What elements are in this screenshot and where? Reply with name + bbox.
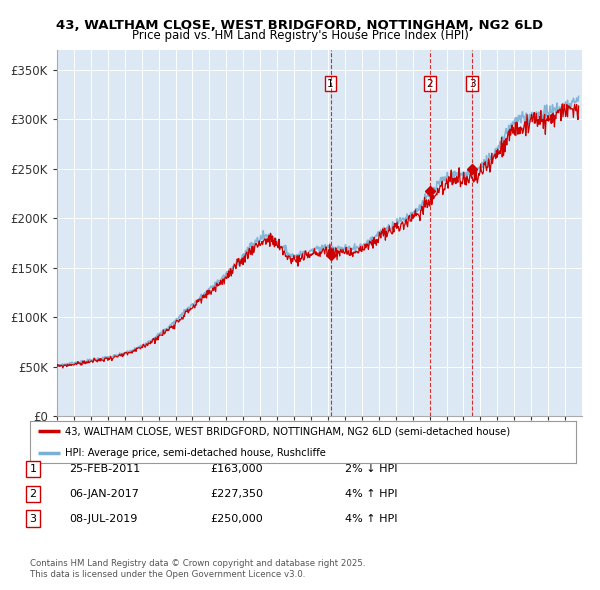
Text: 2: 2: [29, 489, 37, 499]
Text: 1: 1: [327, 78, 334, 88]
Text: 43, WALTHAM CLOSE, WEST BRIDGFORD, NOTTINGHAM, NG2 6LD (semi-detached house): 43, WALTHAM CLOSE, WEST BRIDGFORD, NOTTI…: [65, 427, 511, 436]
Text: 25-FEB-2011: 25-FEB-2011: [69, 464, 140, 474]
Text: HPI: Average price, semi-detached house, Rushcliffe: HPI: Average price, semi-detached house,…: [65, 448, 326, 457]
Text: 2% ↓ HPI: 2% ↓ HPI: [345, 464, 398, 474]
Text: £163,000: £163,000: [210, 464, 263, 474]
Text: Contains HM Land Registry data © Crown copyright and database right 2025.
This d: Contains HM Land Registry data © Crown c…: [30, 559, 365, 579]
Text: 3: 3: [29, 514, 37, 523]
Text: 4% ↑ HPI: 4% ↑ HPI: [345, 514, 398, 523]
Text: 4% ↑ HPI: 4% ↑ HPI: [345, 489, 398, 499]
Text: 43, WALTHAM CLOSE, WEST BRIDGFORD, NOTTINGHAM, NG2 6LD: 43, WALTHAM CLOSE, WEST BRIDGFORD, NOTTI…: [56, 19, 544, 32]
Text: 1: 1: [29, 464, 37, 474]
Text: 3: 3: [469, 78, 476, 88]
Text: 08-JUL-2019: 08-JUL-2019: [69, 514, 137, 523]
Text: 2: 2: [427, 78, 433, 88]
Text: Price paid vs. HM Land Registry's House Price Index (HPI): Price paid vs. HM Land Registry's House …: [131, 30, 469, 42]
Text: £227,350: £227,350: [210, 489, 263, 499]
Text: 06-JAN-2017: 06-JAN-2017: [69, 489, 139, 499]
Text: £250,000: £250,000: [210, 514, 263, 523]
